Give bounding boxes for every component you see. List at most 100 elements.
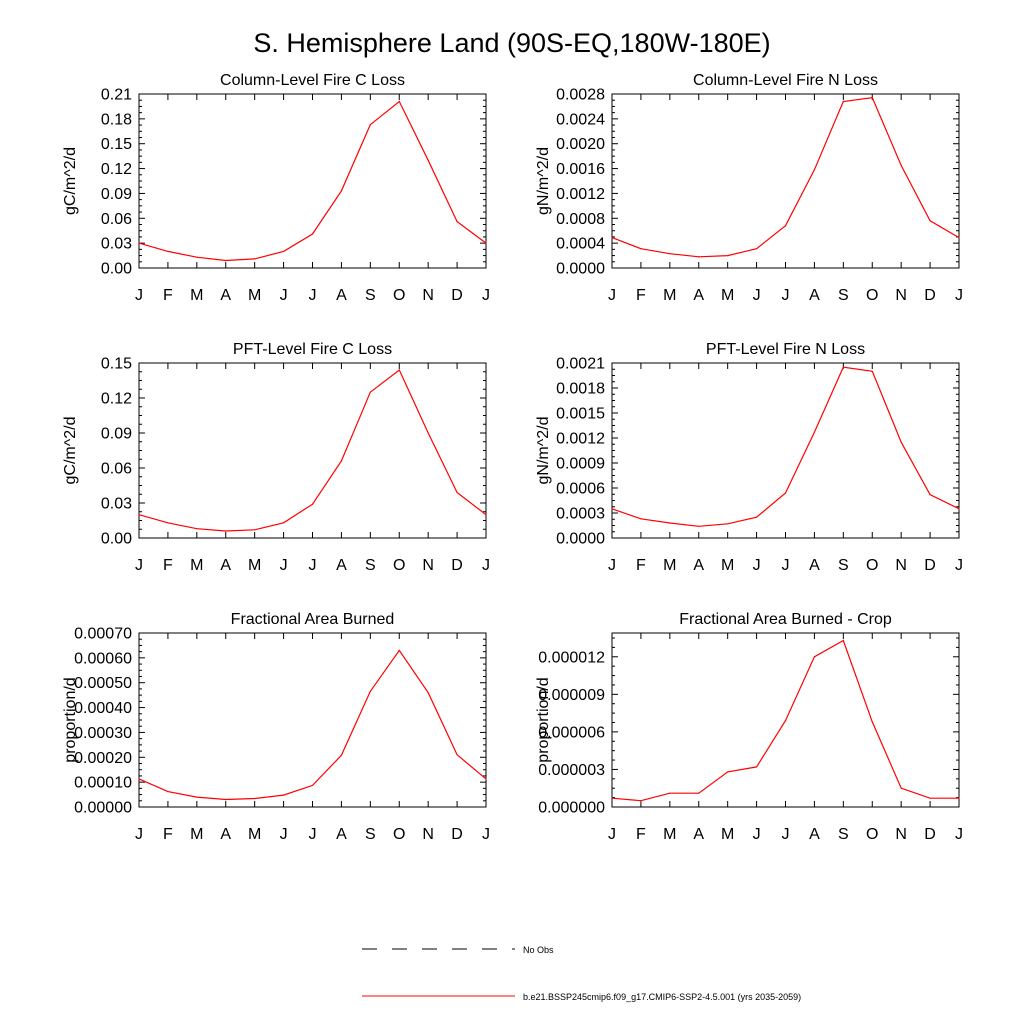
x-tick-label: O	[393, 557, 405, 574]
y-tick-label: 0.0012	[556, 186, 605, 203]
data-point	[698, 256, 700, 258]
x-tick-label: N	[895, 287, 907, 304]
x-tick-label: A	[336, 287, 347, 304]
data-point	[784, 225, 787, 227]
x-tick-label: J	[280, 557, 288, 574]
chart-title: Column-Level Fire C Loss	[220, 72, 405, 89]
x-tick-label: O	[866, 287, 878, 304]
data-point	[167, 522, 169, 524]
x-tick-label: J	[782, 557, 790, 574]
data-point	[929, 494, 931, 496]
x-tick-label: J	[608, 557, 616, 574]
chart-panel-1: Column-Level Fire C Loss gC/m^2/d 0.00 0.03…	[62, 72, 490, 304]
x-tick-label: O	[393, 287, 405, 304]
x-tick-label: J	[309, 557, 317, 574]
data-point	[611, 797, 613, 799]
data-point	[138, 778, 140, 780]
y-axis-label: gC/m^2/d	[62, 147, 79, 215]
x-tick-label: J	[482, 287, 490, 304]
data-point	[900, 164, 902, 167]
x-tick-label: S	[838, 826, 849, 843]
data-point	[456, 491, 458, 494]
y-axis-label: gN/m^2/d	[535, 147, 552, 215]
legend-obs-label: No Obs	[523, 945, 554, 955]
x-tick-label: J	[955, 287, 963, 304]
x-tick-label: A	[693, 557, 704, 574]
y-tick-label: 0.00050	[74, 675, 132, 692]
x-tick-label: A	[220, 826, 231, 843]
y-tick-label: 0.0000	[556, 261, 605, 278]
data-point	[727, 771, 729, 773]
y-tick-label: 0.0004	[556, 236, 605, 253]
x-tick-label: F	[636, 826, 646, 843]
data-point	[842, 639, 844, 642]
data-point	[427, 432, 429, 434]
data-point	[958, 797, 960, 799]
chart-title: PFT-Level Fire N Loss	[706, 341, 865, 358]
x-tick-label: O	[393, 826, 405, 843]
series-line	[611, 97, 960, 258]
chart-panel-5: Fractional Area Burned proportion/d 0.0000…	[62, 611, 490, 843]
data-point	[456, 221, 458, 223]
y-tick-label: 0.00040	[74, 700, 132, 717]
data-point	[669, 792, 671, 794]
x-tick-label: N	[422, 826, 434, 843]
chart-panel-6: Fractional Area Burned - Crop proportion/…	[535, 611, 963, 843]
y-tick-label: 0.00030	[74, 725, 132, 742]
x-tick-label: M	[190, 287, 203, 304]
data-point	[958, 508, 960, 510]
x-tick-label: J	[309, 826, 317, 843]
x-tick-label: O	[866, 557, 878, 574]
data-point	[398, 369, 400, 371]
y-tick-label: 0.09	[101, 186, 132, 203]
x-tick-label: A	[336, 826, 347, 843]
x-tick-label: J	[608, 287, 616, 304]
x-tick-label: O	[866, 826, 878, 843]
x-tick-label: S	[365, 557, 376, 574]
x-tick-label: F	[163, 557, 173, 574]
plot-frame	[138, 93, 487, 269]
legend: No Obs b.e21.BSSP245cmip6.f09_g17.CMIP6-…	[362, 945, 801, 1002]
x-tick-label: M	[248, 287, 261, 304]
x-tick-label: F	[163, 826, 173, 843]
data-point	[900, 441, 902, 443]
x-tick-label: M	[248, 826, 261, 843]
data-point	[196, 528, 198, 530]
y-tick-label: 0.0018	[556, 381, 605, 398]
data-point	[611, 236, 613, 239]
x-tick-label: A	[809, 287, 820, 304]
x-tick-label: D	[451, 826, 463, 843]
x-tick-label: J	[135, 557, 143, 574]
data-point	[669, 253, 671, 255]
y-axis-label: proportion/d	[62, 677, 79, 762]
data-point	[640, 800, 642, 802]
y-tick-label: 0.18	[101, 111, 132, 128]
y-tick-label: 0.000003	[538, 762, 605, 779]
data-point	[929, 797, 931, 799]
y-tick-label: 0.0003	[556, 506, 605, 523]
data-point	[698, 525, 700, 527]
x-tick-label: J	[753, 557, 761, 574]
y-tick-label: 0.0000	[556, 531, 605, 548]
data-point	[755, 766, 758, 768]
y-tick-label: 0.15	[101, 136, 132, 153]
y-tick-label: 0.00070	[74, 626, 132, 643]
y-tick-label: 0.09	[101, 426, 132, 443]
y-tick-label: 0.00	[101, 531, 132, 548]
x-tick-label: M	[663, 826, 676, 843]
data-point	[254, 529, 256, 531]
y-tick-label: 0.00	[101, 261, 132, 278]
data-point	[254, 797, 256, 800]
series-line	[138, 100, 487, 262]
data-point	[398, 649, 400, 652]
data-point	[842, 100, 844, 103]
data-point	[485, 778, 487, 780]
y-tick-label: 0.12	[101, 391, 132, 408]
data-point	[727, 523, 729, 525]
x-tick-label: F	[636, 287, 646, 304]
data-point	[871, 370, 873, 372]
data-point	[784, 720, 787, 722]
x-tick-label: M	[248, 557, 261, 574]
data-point	[640, 248, 642, 250]
